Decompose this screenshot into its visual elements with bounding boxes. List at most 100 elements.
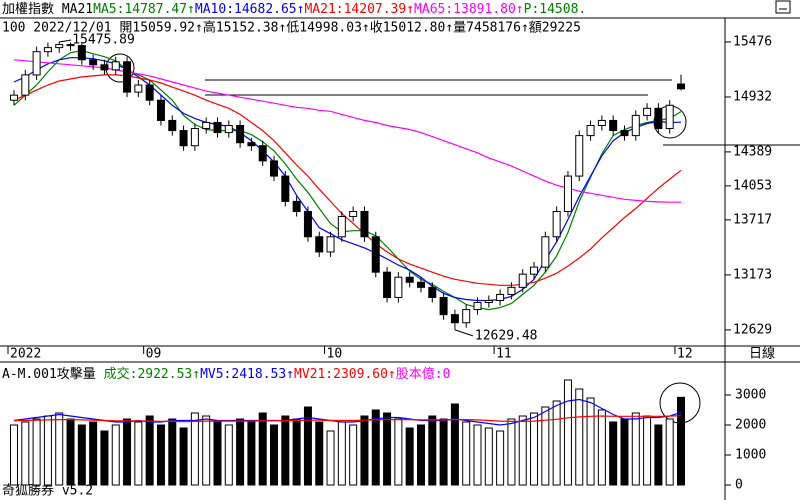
candle-body bbox=[77, 45, 86, 61]
candle-body bbox=[156, 99, 165, 121]
candle-body bbox=[473, 302, 482, 311]
volume-bar bbox=[100, 430, 109, 486]
volume-bar bbox=[43, 415, 52, 486]
volume-bar bbox=[597, 409, 606, 486]
candle-body bbox=[484, 299, 493, 304]
candle-body bbox=[383, 271, 392, 298]
candle-body bbox=[586, 125, 595, 137]
volume-bar bbox=[620, 418, 629, 486]
volume-bar bbox=[326, 430, 335, 486]
candle-body bbox=[10, 94, 18, 101]
header-segment: MA21:14207.39↑ bbox=[304, 2, 414, 17]
volume-bar bbox=[371, 409, 380, 486]
volume-bar bbox=[518, 415, 527, 486]
subheader: 100 2022/12/01 開15059.92↑高15152.38↑低1499… bbox=[2, 20, 581, 36]
y-tick-label: 13173 bbox=[733, 267, 772, 282]
volume-bar bbox=[349, 424, 358, 486]
volume-bar bbox=[575, 388, 584, 486]
volume-bar bbox=[337, 421, 346, 486]
volume-bar bbox=[55, 412, 64, 486]
volume-bar bbox=[236, 418, 245, 486]
volume-bar bbox=[405, 427, 414, 486]
volume-y-tick-label: 2000 bbox=[735, 418, 766, 433]
header-segment: MA5:14787.47↑ bbox=[93, 2, 195, 17]
candle-body bbox=[202, 121, 211, 130]
volume-bar bbox=[123, 418, 132, 486]
volume-bar bbox=[179, 427, 188, 486]
window-button[interactable] bbox=[775, 0, 791, 14]
candle-body bbox=[643, 107, 652, 116]
candle-body bbox=[518, 273, 527, 288]
candle-body bbox=[213, 121, 222, 134]
low-label: 12629.48 bbox=[475, 328, 538, 343]
volume-bar bbox=[66, 418, 75, 486]
volume-bar bbox=[89, 421, 98, 486]
volume-bar bbox=[156, 424, 165, 486]
header-segment: MA65:13891.80↑ bbox=[414, 2, 524, 17]
candle-body bbox=[530, 266, 539, 275]
volume-bar bbox=[292, 418, 301, 486]
candle-body bbox=[631, 114, 640, 137]
candle-body bbox=[190, 128, 199, 147]
candle-body bbox=[371, 236, 380, 273]
candle-body bbox=[32, 51, 41, 76]
volume-bar bbox=[303, 406, 312, 486]
volume-y-tick-label: 0 bbox=[735, 478, 743, 493]
volume-bar bbox=[383, 412, 392, 486]
high-label: 15475.89 bbox=[72, 32, 135, 47]
candle-body bbox=[507, 286, 516, 295]
volume-bar bbox=[507, 418, 516, 486]
volume-bar bbox=[462, 421, 471, 486]
candle-body bbox=[270, 160, 279, 177]
x-tick-label: 2022 bbox=[10, 347, 41, 362]
candle-body bbox=[609, 119, 618, 132]
volume-bar bbox=[541, 406, 550, 486]
volume-bar bbox=[111, 424, 120, 486]
volume-bar bbox=[563, 379, 572, 486]
candle-body bbox=[428, 286, 437, 298]
candle-body bbox=[168, 119, 177, 132]
volume-header-segment: MV5:2418.53↑ bbox=[200, 367, 294, 382]
volume-bar bbox=[77, 424, 86, 486]
volume-header: A-M.001攻擊量 成交:2922.53↑MV5:2418.53↑MV21:2… bbox=[2, 366, 450, 382]
candle-body bbox=[292, 200, 301, 212]
volume-bar bbox=[10, 424, 18, 486]
candle-body bbox=[552, 210, 561, 238]
candle-body bbox=[439, 296, 448, 316]
volume-bar bbox=[496, 430, 505, 486]
candle-body bbox=[123, 61, 132, 93]
y-tick-label: 12629 bbox=[733, 322, 772, 337]
candle-body bbox=[462, 309, 471, 324]
candle-body bbox=[134, 84, 143, 93]
volume-bar bbox=[394, 418, 403, 486]
volume-bar bbox=[450, 403, 459, 486]
volume-bar bbox=[32, 418, 41, 486]
volume-bar bbox=[134, 421, 143, 486]
candle-body bbox=[620, 130, 629, 137]
candle-body bbox=[677, 83, 685, 90]
candle-body bbox=[563, 175, 572, 212]
volume-bar bbox=[643, 415, 652, 486]
volume-bar bbox=[145, 415, 154, 486]
candle-body bbox=[247, 142, 256, 147]
candle-body bbox=[303, 210, 312, 238]
candle-body bbox=[100, 64, 109, 71]
candle-body bbox=[575, 135, 584, 177]
volume-header-segment: A-M.001攻擊量 bbox=[2, 366, 104, 382]
x-tick-label: 09 bbox=[146, 347, 162, 362]
volume-bar bbox=[473, 424, 482, 486]
volume-header-segment: MV21:2309.60↑ bbox=[294, 367, 396, 382]
volume-bar bbox=[258, 412, 267, 486]
candle-body bbox=[66, 44, 75, 47]
candle-body bbox=[224, 125, 233, 134]
candle-body bbox=[349, 210, 358, 218]
candle-body bbox=[360, 210, 369, 238]
volume-bar bbox=[428, 415, 437, 486]
candle-body bbox=[450, 314, 459, 324]
candle-body bbox=[597, 119, 606, 127]
volume-bar bbox=[247, 421, 256, 486]
header-segment: MA10:14682.65↑ bbox=[195, 2, 305, 17]
volume-header-segment: 成交:2922.53↑ bbox=[104, 366, 200, 382]
candle-body bbox=[541, 236, 550, 268]
volume-bar bbox=[168, 418, 177, 486]
